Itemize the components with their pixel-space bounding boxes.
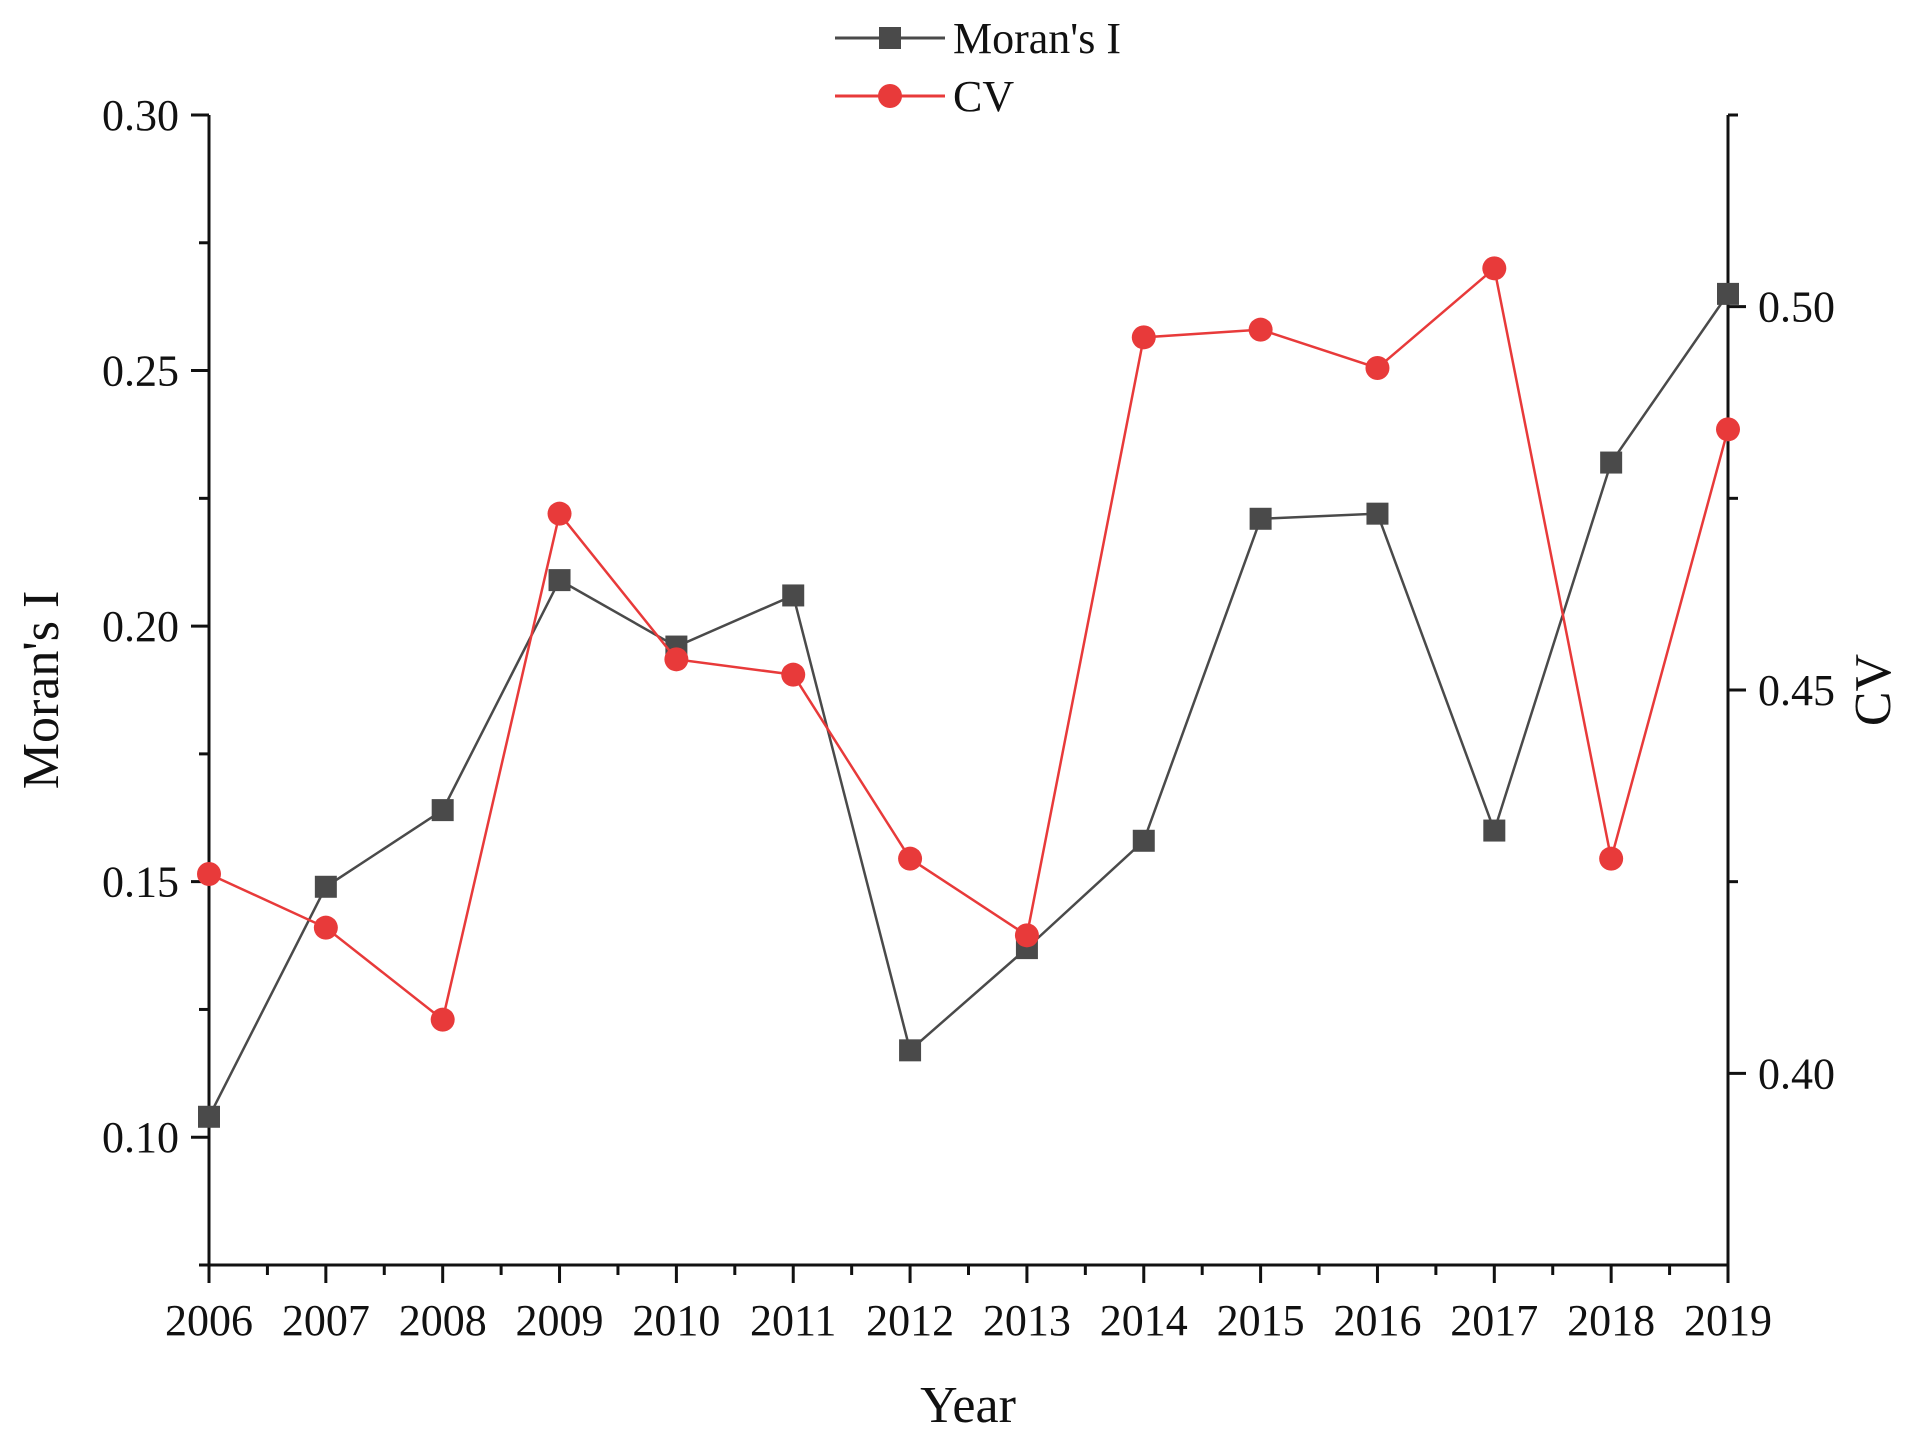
data-point-moran-s-i xyxy=(314,875,337,898)
x-tick-label: 2017 xyxy=(1450,1296,1538,1345)
legend: Moran's I CV xyxy=(835,14,1121,121)
data-point-moran-s-i xyxy=(198,1105,220,1128)
data-point-cv xyxy=(1014,923,1039,948)
x-tick-label: 2011 xyxy=(750,1296,836,1345)
x-tick-label: 2009 xyxy=(516,1296,604,1345)
data-point-cv xyxy=(1365,356,1390,380)
data-point-cv xyxy=(1599,846,1624,871)
data-point-cv xyxy=(1482,256,1507,281)
y-tick-label: 0.30 xyxy=(102,91,179,140)
x-tick-label: 2010 xyxy=(632,1296,720,1345)
data-point-cv xyxy=(197,862,221,886)
data-point-cv xyxy=(547,501,572,526)
y2-tick-label: 0.50 xyxy=(1758,283,1835,332)
data-point-moran-s-i xyxy=(1600,451,1623,474)
series-line-cv xyxy=(208,265,1730,1022)
y2-tick-label: 0.45 xyxy=(1758,666,1835,715)
y2-axis-title: CV xyxy=(1845,654,1902,726)
x-tick-label: 2015 xyxy=(1217,1296,1305,1345)
y-tick-label: 0.10 xyxy=(102,1113,179,1162)
data-point-moran-s-i xyxy=(548,569,571,592)
x-tick-label: 2013 xyxy=(983,1296,1071,1345)
x-tick-label: 2012 xyxy=(866,1296,954,1345)
x-tick-label: 2006 xyxy=(165,1296,253,1345)
data-point-cv xyxy=(1716,417,1740,442)
x-tick-label: 2008 xyxy=(399,1296,487,1345)
data-point-cv xyxy=(781,662,806,687)
data-point-moran-s-i xyxy=(899,1039,922,1062)
y-tick-label: 0.15 xyxy=(102,858,179,907)
legend-label-cv: CV xyxy=(953,72,1014,121)
legend-marker-morans-i xyxy=(879,27,901,49)
y-tick-label: 0.20 xyxy=(102,602,179,651)
x-tick-label: 2007 xyxy=(282,1296,370,1345)
data-point-moran-s-i xyxy=(1483,819,1506,842)
data-point-cv xyxy=(430,1007,455,1032)
series xyxy=(197,256,1740,1128)
data-point-moran-s-i xyxy=(1717,282,1739,305)
x-tick-label: 2018 xyxy=(1567,1296,1655,1345)
data-point-moran-s-i xyxy=(431,799,454,822)
data-point-cv xyxy=(1131,325,1156,350)
y-tick-label: 0.25 xyxy=(102,347,179,396)
ticks: 2006 2007 2008 2009 2010 2011 2012 2013 2014 2015… xyxy=(102,91,1835,1345)
y-axis-title: Moran's I xyxy=(13,591,70,790)
data-point-moran-s-i xyxy=(1132,829,1155,852)
x-axis-title: Year xyxy=(920,1377,1016,1434)
x-tick-label: 2016 xyxy=(1333,1296,1421,1345)
data-point-cv xyxy=(664,647,689,672)
legend-label-morans-i: Moran's I xyxy=(953,14,1121,63)
data-point-cv xyxy=(898,846,923,871)
data-point-cv xyxy=(313,915,338,940)
series-line-moran-s-i xyxy=(207,293,1730,1118)
data-point-moran-s-i xyxy=(782,584,805,607)
y2-tick-label: 0.40 xyxy=(1758,1049,1835,1098)
x-tick-label: 2019 xyxy=(1684,1296,1772,1345)
data-point-moran-s-i xyxy=(1366,502,1389,525)
data-point-cv xyxy=(1248,317,1273,342)
legend-marker-cv xyxy=(878,84,902,108)
data-point-moran-s-i xyxy=(1249,507,1272,530)
x-tick-label: 2014 xyxy=(1100,1296,1188,1345)
